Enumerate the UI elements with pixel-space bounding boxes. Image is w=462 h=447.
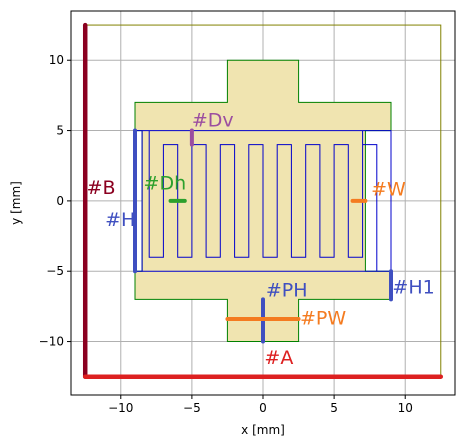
meander-trace xyxy=(135,130,392,272)
y-tick-label: 0 xyxy=(56,194,64,208)
x-axis-label: x [mm] xyxy=(241,423,285,437)
dimension-label-h1: #H1 xyxy=(392,277,434,299)
dimension-label-a: #A xyxy=(264,347,293,369)
dimension-label-w: #W xyxy=(371,178,406,200)
dimension-label-b: #B xyxy=(87,177,116,199)
y-axis-label: y [mm] xyxy=(9,181,23,225)
dimension-label-ph: #PH xyxy=(266,280,308,302)
dimension-label-dv: #Dv xyxy=(192,109,234,131)
y-tick-label: −10 xyxy=(39,335,64,349)
x-tick-label: 0 xyxy=(259,401,267,415)
x-tick-label: −5 xyxy=(183,401,201,415)
x-tick-label: 10 xyxy=(398,401,413,415)
x-tick-label: −10 xyxy=(108,401,133,415)
dimension-label-h: #H xyxy=(105,209,135,231)
y-tick-label: −5 xyxy=(46,264,64,278)
dimension-label-dh: #Dh xyxy=(144,173,187,195)
x-tick-label: 5 xyxy=(330,401,338,415)
axis-ticks: −10 −5 0 5 10 −10 −5 0 5 10 xyxy=(39,53,413,415)
y-tick-label: 10 xyxy=(49,53,64,67)
dimension-lines: #B #A #H #H1 #PH #PW #W #Dh #Dv xyxy=(82,22,444,379)
dimension-label-pw: #PW xyxy=(300,308,346,330)
trace-polyline xyxy=(135,130,392,272)
y-tick-label: 5 xyxy=(56,124,64,138)
